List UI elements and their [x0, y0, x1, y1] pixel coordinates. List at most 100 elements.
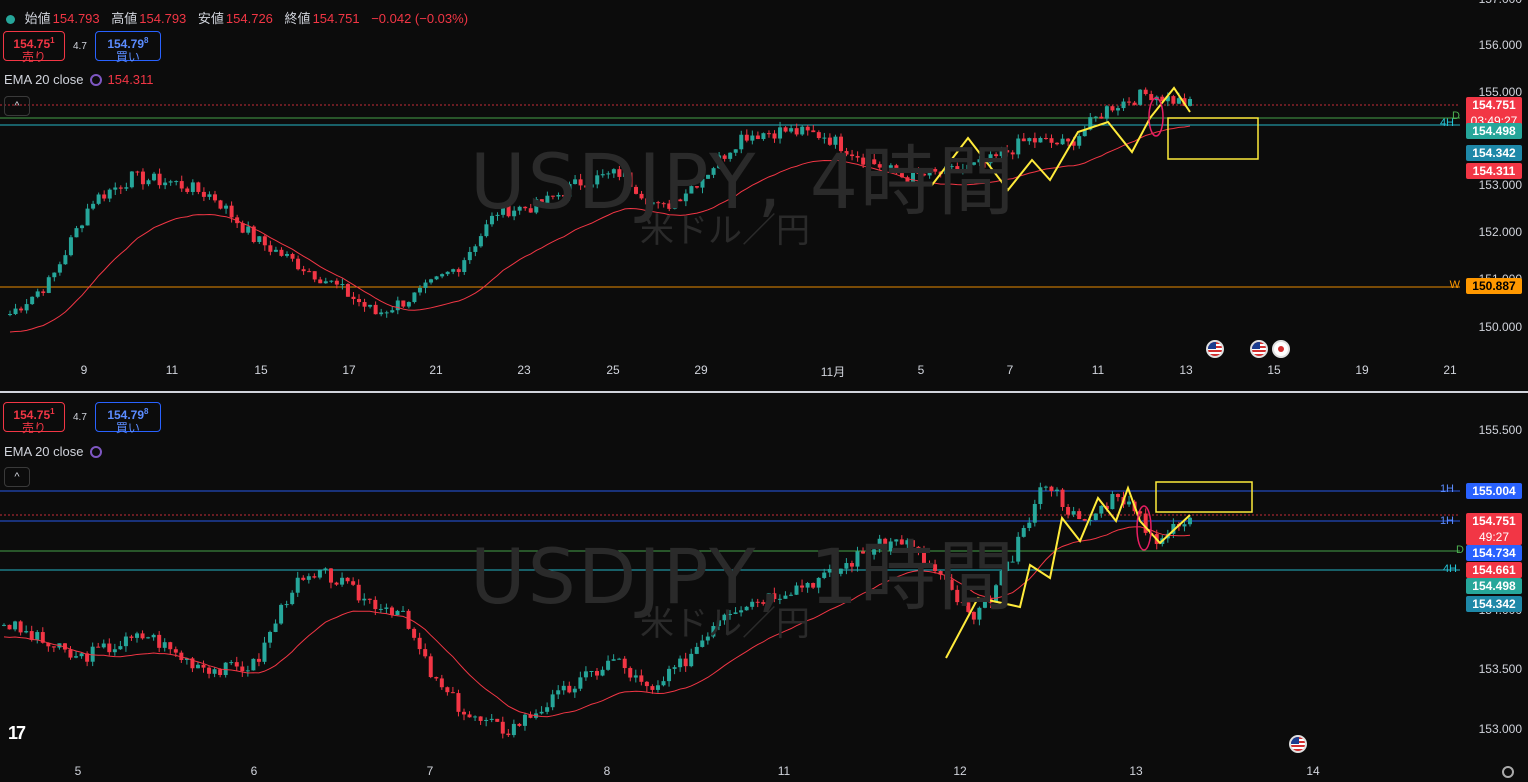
candle-body [833, 136, 838, 145]
spread-value: 4.7 [73, 40, 87, 52]
candle-body [129, 171, 134, 188]
sell-button[interactable]: 154.751 売り [3, 31, 65, 64]
candle-body [74, 228, 79, 238]
candle-body [257, 236, 262, 242]
time-tick-label: 19 [1355, 363, 1369, 377]
candle-body [1005, 561, 1010, 571]
candle-body [251, 226, 256, 242]
candle-body [41, 291, 46, 293]
price-tick-label: 153.000 [1478, 722, 1522, 736]
candle-body [1143, 89, 1148, 95]
candle-body [800, 126, 805, 135]
candle-body [1176, 98, 1181, 104]
sell-button[interactable]: 154.751 売り [3, 402, 65, 435]
candle-body [872, 159, 877, 165]
collapse-legend-button[interactable]: ^ [4, 467, 30, 487]
candle-body [362, 598, 367, 601]
candle-body [678, 658, 683, 668]
candle-body [606, 660, 611, 670]
candle-body [1082, 129, 1087, 137]
candle-body [434, 276, 439, 280]
pane-divider[interactable] [0, 391, 1528, 393]
price-plot-1h[interactable] [0, 393, 1528, 782]
candle-body [7, 624, 12, 630]
price-tick-label: 150.000 [1478, 320, 1522, 334]
buy-button[interactable]: 154.798 買い [94, 402, 161, 435]
ema-legend[interactable]: EMA 20 close 154.311 [4, 72, 154, 87]
price-plot-4h[interactable] [0, 0, 1528, 391]
candle-body [461, 711, 466, 715]
candle-body [971, 162, 976, 165]
time-tick-label: 21 [429, 363, 443, 377]
ema-legend[interactable]: EMA 20 close [4, 444, 102, 459]
candle-body [949, 579, 954, 590]
candle-body [595, 670, 599, 676]
candle-body [689, 186, 694, 194]
us-flag-icon[interactable] [1289, 735, 1307, 753]
candle-body [1077, 136, 1082, 146]
candle-body [1021, 527, 1026, 537]
candle-body [783, 127, 788, 132]
candle-body [672, 199, 677, 209]
candle-body [811, 130, 816, 133]
candle-body [1038, 487, 1043, 504]
candle-body [1182, 524, 1187, 527]
candle-body [1077, 511, 1082, 520]
candle-body [301, 269, 306, 272]
candle-body [334, 280, 339, 285]
candle-body [728, 613, 733, 615]
candle-body [251, 658, 256, 671]
candle-body [739, 134, 744, 150]
candle-body [1066, 506, 1071, 515]
time-tick-label: 15 [254, 363, 268, 377]
candle-body [412, 292, 417, 303]
ema20-line [9, 125, 1191, 333]
candle-body [556, 690, 561, 695]
candle-body [628, 172, 633, 187]
level-label: W [1449, 279, 1460, 291]
candle-body [1171, 96, 1176, 104]
candle-body [373, 304, 378, 315]
us-flag-icon[interactable] [1250, 340, 1268, 358]
candle-body [772, 593, 777, 600]
tradingview-logo-icon[interactable]: 17 [8, 723, 26, 743]
candle-body [827, 137, 832, 145]
candle-body [484, 224, 489, 237]
candle-body [750, 601, 755, 607]
candle-body [994, 585, 999, 603]
candle-body [705, 636, 710, 641]
candle-body [501, 203, 506, 215]
candle-body [412, 628, 417, 638]
gear-icon[interactable] [1502, 766, 1514, 778]
candle-body [423, 649, 428, 657]
candle-body [500, 721, 505, 734]
chart-pane-4h[interactable]: USDJPY, 4時間 米ドル／円 始値 154.793 高値 154.793 安値… [0, 0, 1528, 391]
candle-body [600, 174, 605, 176]
candle-body [633, 675, 638, 678]
price-tag: 154.734 [1466, 545, 1522, 561]
chart-pane-1h[interactable]: USDJPY, 1時間 米ドル／円 154.751 売り 4.7 154.798… [0, 393, 1528, 782]
time-tick-label: 11月 [820, 365, 846, 379]
candle-body [805, 126, 810, 131]
candle-body [19, 308, 24, 311]
candle-body [273, 623, 278, 632]
candle-body [650, 202, 655, 205]
spread-value: 4.7 [73, 411, 87, 423]
candle-body [1049, 138, 1054, 143]
candle-body [445, 687, 450, 693]
buy-button[interactable]: 154.798 買い [94, 31, 161, 64]
candle-body [716, 620, 721, 627]
candle-body [894, 165, 899, 174]
zigzag-drawing [945, 485, 1191, 659]
candle-body [971, 611, 976, 620]
candle-body [672, 667, 677, 669]
candle-body [384, 607, 389, 609]
candle-body [506, 733, 511, 736]
candle-body [234, 662, 239, 667]
candle-body [694, 186, 699, 188]
candle-body [91, 203, 96, 209]
candle-body [351, 581, 356, 585]
jp-flag-icon[interactable] [1272, 340, 1290, 358]
us-flag-icon[interactable] [1206, 340, 1224, 358]
collapse-legend-button[interactable]: ^ [4, 96, 30, 116]
